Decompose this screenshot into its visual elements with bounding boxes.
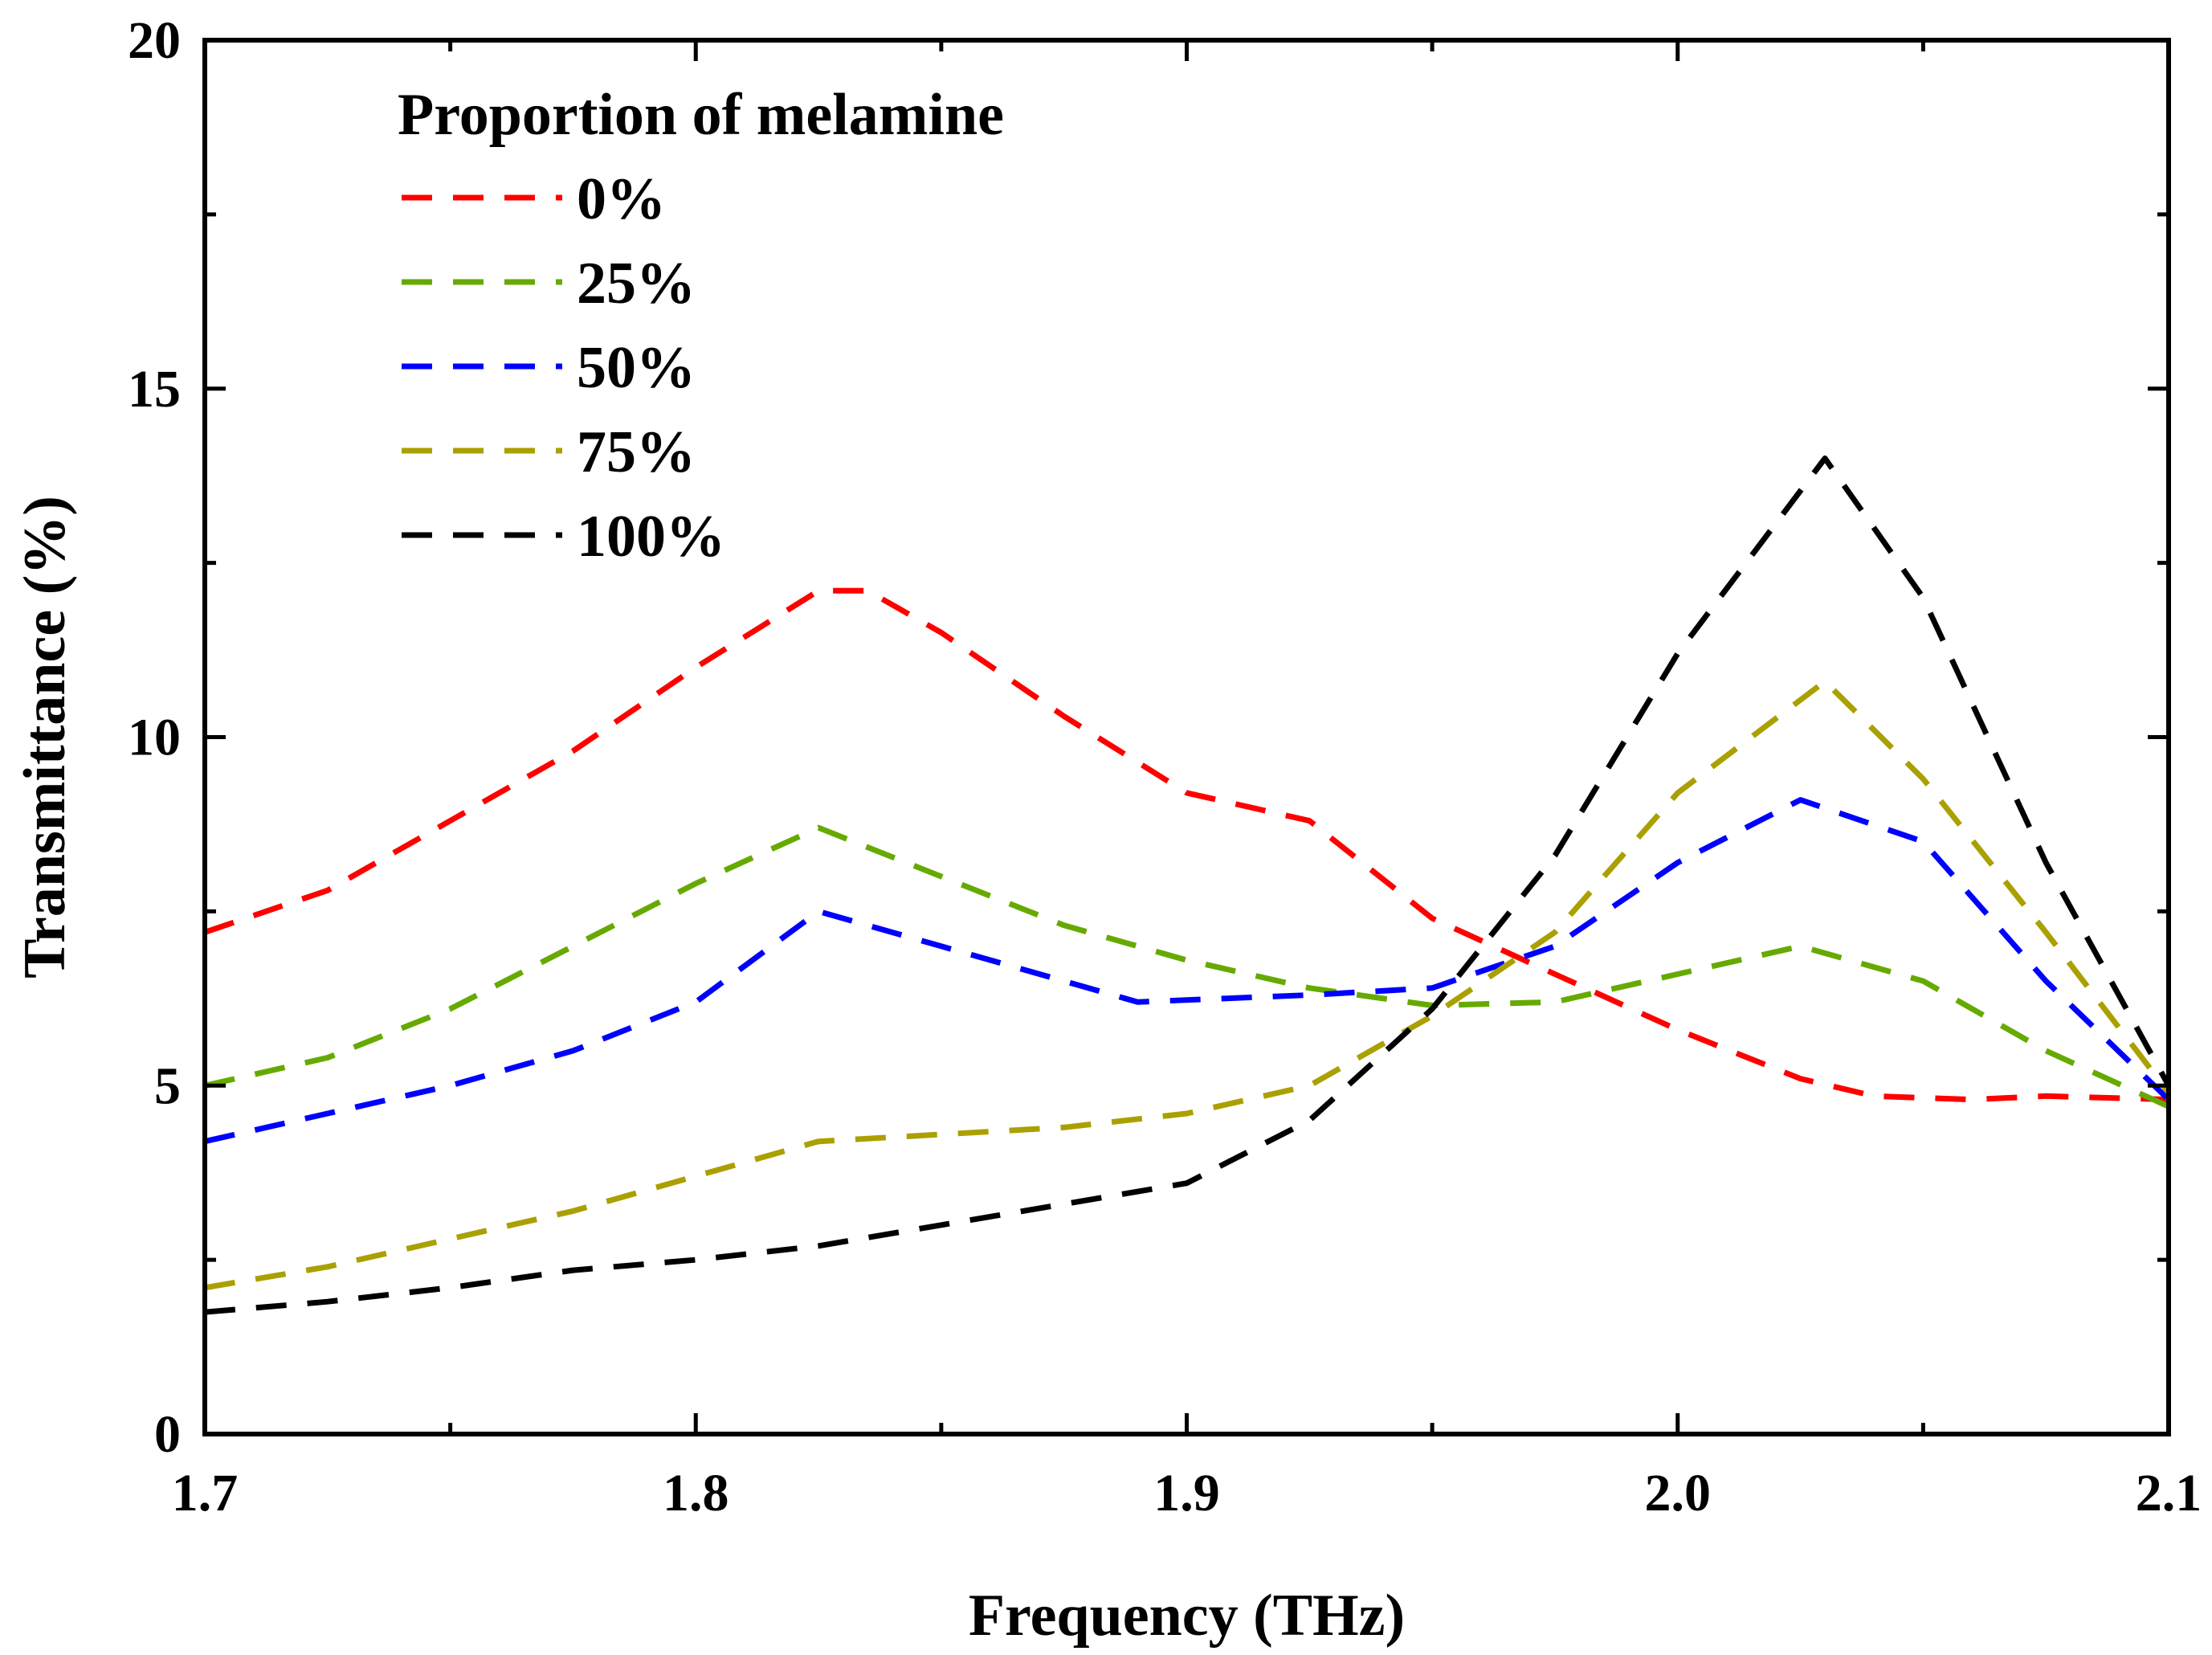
y-tick-label: 5 <box>154 1056 181 1115</box>
y-axis-title: Transmittance (%) <box>12 496 78 979</box>
plot-lines <box>203 456 2172 1315</box>
x-tick-label: 1.8 <box>663 1464 729 1522</box>
series-line-50pct <box>204 797 2171 1145</box>
legend-label: 0% <box>577 166 666 232</box>
y-tick-label: 15 <box>128 360 181 419</box>
legend-label: 100% <box>577 504 725 570</box>
axis-labels: 1.7 1.8 1.9 2.0 2.1 0 5 10 15 20 Frequency (THz) Tr… <box>12 11 2202 1649</box>
legend-label: 25% <box>577 251 696 317</box>
series-line-100pct <box>204 456 2172 1315</box>
series-line-75pct <box>204 678 2171 1291</box>
series-line-0pct <box>203 587 2169 1103</box>
legend-title: Proportion of melamine <box>398 82 1004 148</box>
y-tick-label: 0 <box>154 1405 181 1464</box>
x-tick-label: 1.9 <box>1153 1464 1220 1522</box>
y-tick-label: 20 <box>128 11 181 70</box>
legend-label: 50% <box>577 335 696 401</box>
legend: Proportion of melamine 0% 25% 50% 75% 100% <box>398 82 1004 570</box>
x-tick-label: 2.1 <box>2136 1464 2202 1522</box>
x-tick-label: 2.0 <box>1645 1464 1712 1522</box>
legend-label: 75% <box>577 419 696 485</box>
x-axis-title: Frequency (THz) <box>969 1583 1405 1649</box>
x-tick-label: 1.7 <box>172 1464 239 1522</box>
y-tick-label: 10 <box>128 709 181 767</box>
axes <box>202 38 2171 1436</box>
